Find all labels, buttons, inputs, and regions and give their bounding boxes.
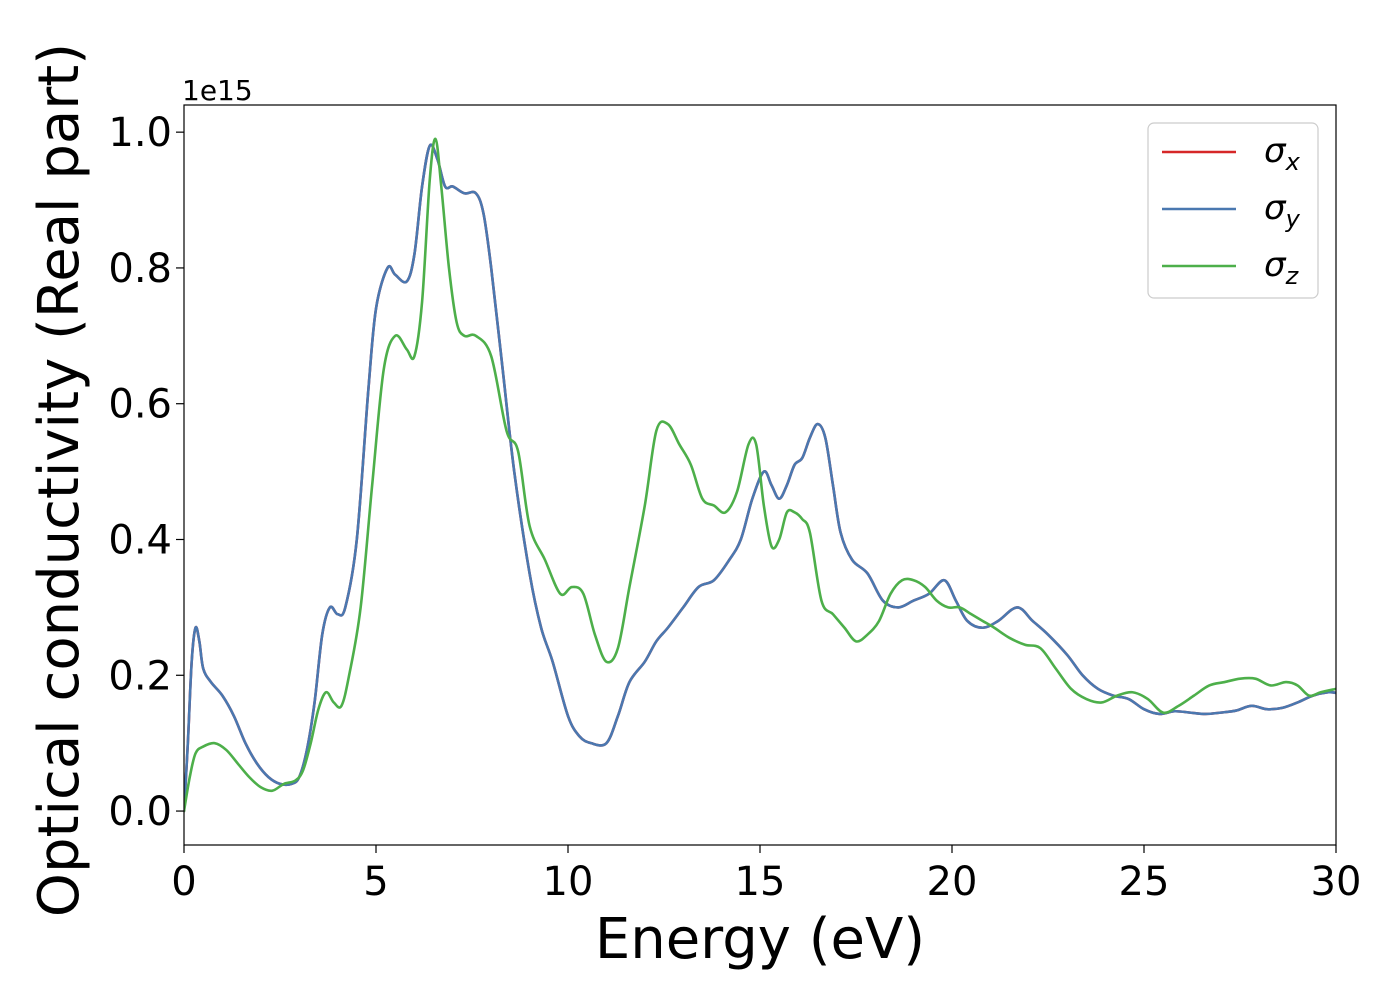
- x-tick-label: 5: [363, 859, 388, 905]
- legend-label-x: σx: [1264, 131, 1301, 176]
- legend-box: [1147, 122, 1319, 299]
- x-tick-label: 15: [735, 859, 786, 905]
- y-tick-label: 0.6: [108, 382, 172, 428]
- x-axis-label: Energy (eV): [595, 907, 925, 972]
- series-line-z: [184, 137, 1336, 813]
- legend-label-y: σy: [1264, 188, 1301, 233]
- x-tick-label: 25: [1119, 859, 1170, 905]
- y-tick-label: 1.0: [108, 110, 172, 156]
- y-axis-offset-label: 1e15: [182, 74, 253, 107]
- x-tick-label: 10: [543, 859, 594, 905]
- x-tick-label: 20: [927, 859, 978, 905]
- x-axis: 0 5 10 15 20 25 30: [171, 845, 1361, 905]
- x-tick-label: 0: [171, 859, 196, 905]
- y-axis-label: Optical conductivity (Real part): [27, 43, 92, 917]
- y-tick-label: 0.0: [108, 789, 172, 835]
- series-layer: [184, 137, 1336, 813]
- y-axis: 0.0 0.2 0.4 0.6 0.8 1.0: [108, 110, 184, 835]
- legend-label-z: σz: [1264, 245, 1300, 290]
- x-tick-label: 30: [1311, 859, 1362, 905]
- y-tick-label: 0.2: [108, 653, 172, 699]
- series-line-y: [184, 143, 1336, 813]
- y-tick-label: 0.8: [108, 246, 172, 292]
- y-tick-label: 0.4: [108, 517, 172, 563]
- legend: σx σy σz: [1147, 122, 1319, 299]
